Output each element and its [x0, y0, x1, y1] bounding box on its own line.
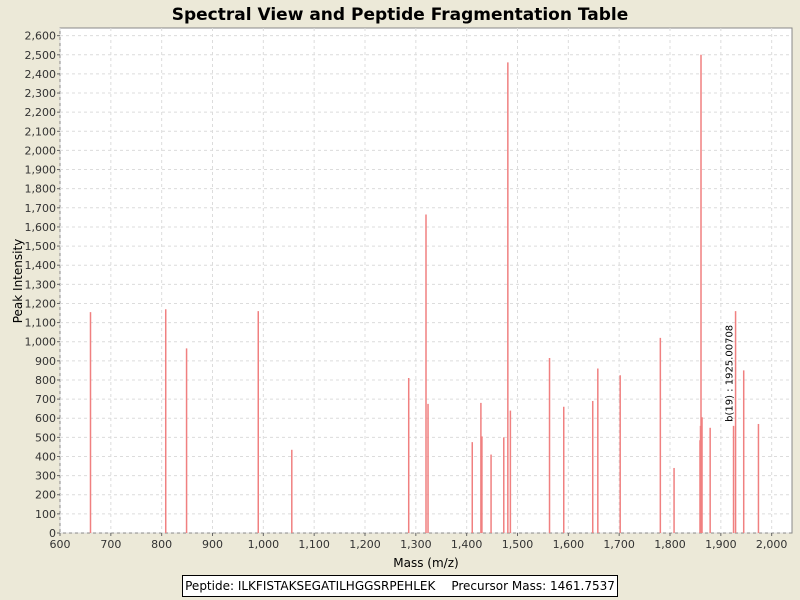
x-tick-label: 700: [100, 538, 121, 551]
x-tick-label: 1,100: [298, 538, 330, 551]
x-tick-label: 1,300: [400, 538, 432, 551]
x-tick-label: 1,600: [553, 538, 585, 551]
peak-bars: [89, 54, 760, 533]
y-tick-label: 100: [35, 508, 56, 521]
y-tick-label: 2,500: [25, 49, 57, 62]
x-tick-label: 1,500: [502, 538, 534, 551]
y-tick-label: 2,600: [25, 30, 57, 43]
x-tick-label: 1,800: [654, 538, 686, 551]
x-tick-label: 2,000: [756, 538, 788, 551]
legend-box: Peptide: ILKFISTAKSEGATILHGGSRPEHLEK Pre…: [182, 575, 618, 597]
chart-title: Spectral View and Peptide Fragmentation …: [172, 5, 629, 25]
y-tick-label: 2,200: [25, 106, 57, 119]
y-tick-label: 2,000: [25, 144, 57, 157]
y-tick-label: 1,800: [25, 183, 57, 196]
precursor-mass: Precursor Mass: 1461.7537: [451, 579, 615, 593]
y-tick-label: 0: [49, 527, 56, 540]
y-tick-label: 1,900: [25, 164, 57, 177]
y-tick-label: 1,600: [25, 221, 57, 234]
y-tick-label: 1,400: [25, 259, 57, 272]
x-tick-label: 1,700: [603, 538, 635, 551]
x-tick-label: 1,000: [248, 538, 280, 551]
x-tick-label: 800: [151, 538, 172, 551]
x-tick-label: 600: [50, 538, 71, 551]
x-tick-label: 1,200: [349, 538, 381, 551]
axes: 0 100 200 300 400 500 600 700 800 900 1,000 1,100 1,…: [25, 30, 788, 551]
y-tick-label: 2,100: [25, 125, 57, 138]
y-tick-label: 500: [35, 431, 56, 444]
x-tick-label: 1,400: [451, 538, 483, 551]
y-tick-label: 700: [35, 393, 56, 406]
x-tick-label: 900: [202, 538, 223, 551]
y-tick-label: 1,100: [25, 317, 57, 330]
y-tick-label: 200: [35, 489, 56, 502]
y-tick-label: 1,300: [25, 278, 57, 291]
y-tick-label: 1,700: [25, 202, 57, 215]
y-tick-label: 800: [35, 374, 56, 387]
peak-annotations: b(19) : 1925.00708: [725, 325, 736, 422]
x-tick-label: 1,900: [705, 538, 737, 551]
y-tick-label: 600: [35, 412, 56, 425]
y-tick-label: 300: [35, 470, 56, 483]
y-tick-label: 1,500: [25, 240, 57, 253]
y-tick-label: 2,300: [25, 87, 57, 100]
y-axis-label: Peak Intensity: [11, 239, 25, 324]
x-axis-label: Mass (m/z): [393, 556, 458, 570]
y-tick-label: 900: [35, 355, 56, 368]
y-tick-label: 1,200: [25, 297, 57, 310]
peak-annotation: b(19) : 1925.00708: [725, 325, 736, 422]
y-tick-label: 1,000: [25, 336, 57, 349]
peptide-sequence: Peptide: ILKFISTAKSEGATILHGGSRPEHLEK: [185, 579, 436, 593]
y-tick-label: 400: [35, 450, 56, 463]
y-tick-label: 2,400: [25, 68, 57, 81]
